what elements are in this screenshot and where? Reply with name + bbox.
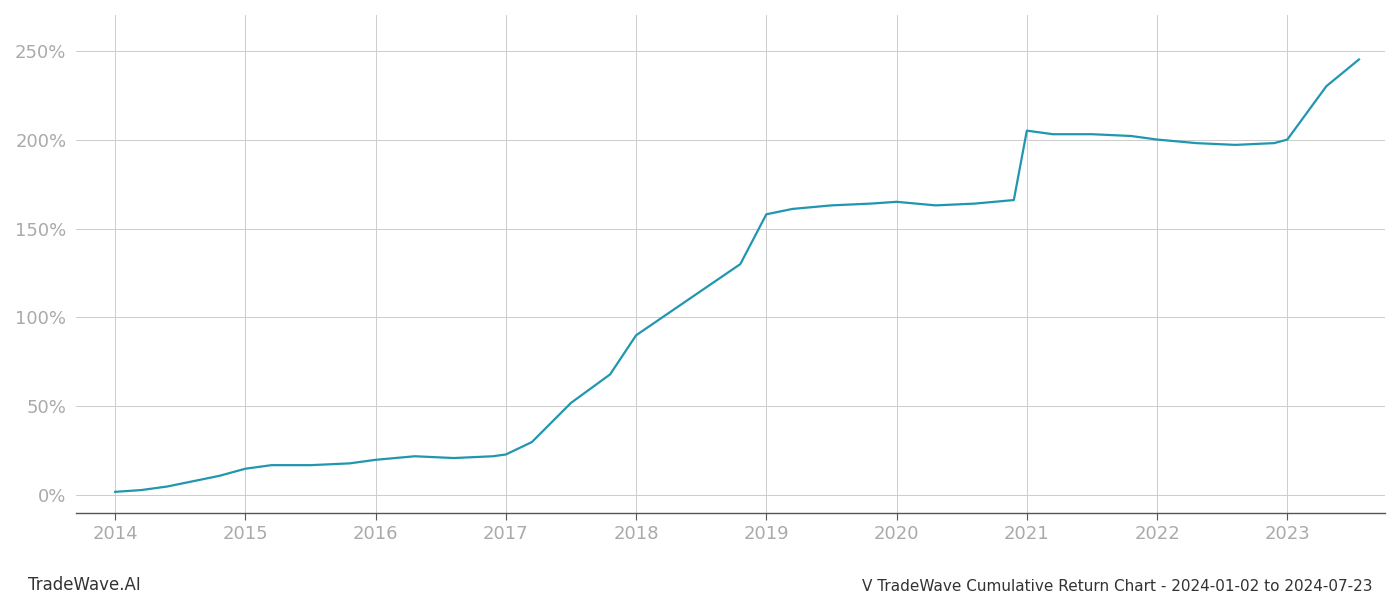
Text: V TradeWave Cumulative Return Chart - 2024-01-02 to 2024-07-23: V TradeWave Cumulative Return Chart - 20… bbox=[861, 579, 1372, 594]
Text: TradeWave.AI: TradeWave.AI bbox=[28, 576, 141, 594]
